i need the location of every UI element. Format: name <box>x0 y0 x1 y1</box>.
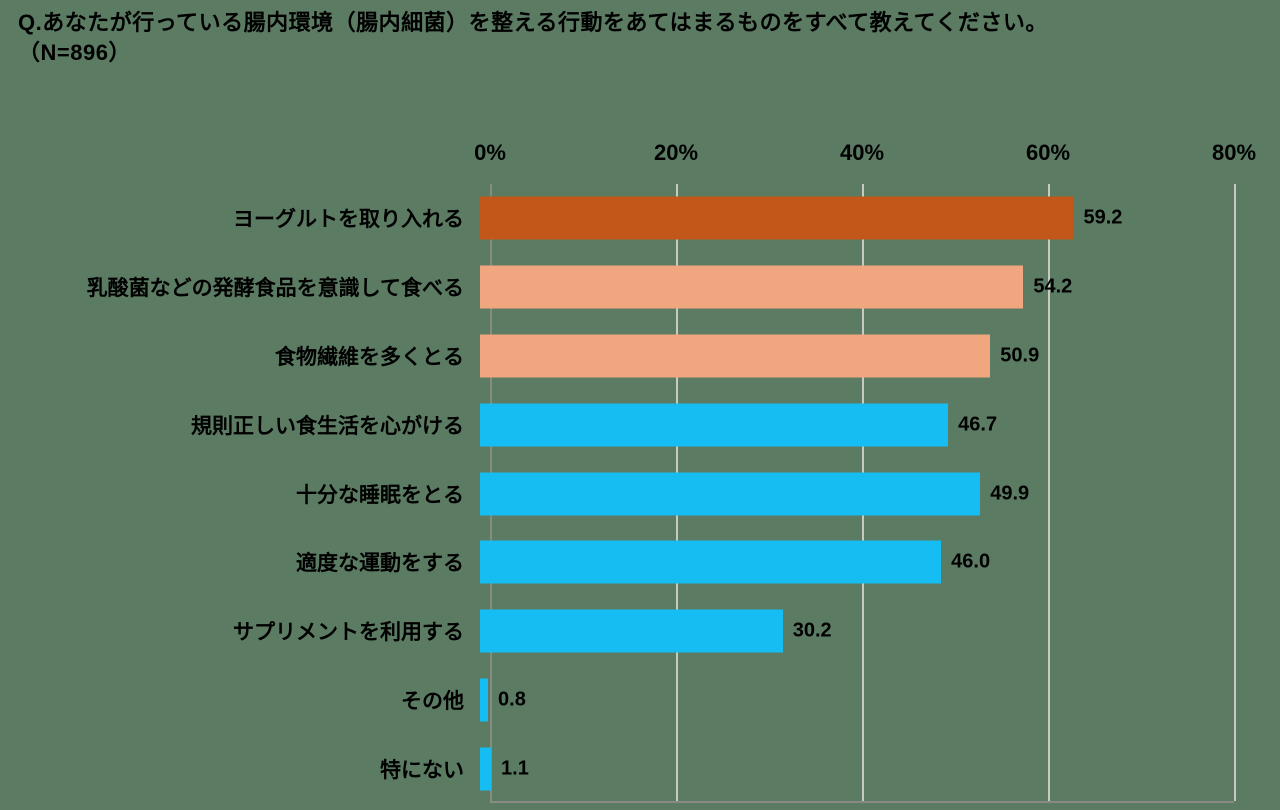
value-label: 0.8 <box>498 688 526 711</box>
bar-track: 46.0 <box>478 528 1280 597</box>
value-label: 46.0 <box>951 550 991 573</box>
x-tick-label: 20% <box>653 140 699 165</box>
bar <box>480 196 1074 240</box>
bar <box>480 265 1024 309</box>
category-label: 規則正しい食生活を心がける <box>191 414 464 438</box>
value-label: 49.9 <box>990 482 1030 505</box>
bar-row: ヨーグルトを取り入れる 59.2 <box>0 184 1280 253</box>
bar-row: 適度な運動をする 46.0 <box>0 528 1280 597</box>
bar-row: 十分な睡眠をとる 49.9 <box>0 459 1280 528</box>
x-tick-label: 60% <box>1025 140 1071 165</box>
bar <box>480 540 942 584</box>
value-label: 59.2 <box>1083 206 1123 229</box>
bar-row: その他 0.8 <box>0 665 1280 734</box>
bar-track: 1.1 <box>478 734 1280 803</box>
chart-title: Q.あなたが行っている腸内環境（腸内細菌）を整える行動をあてはまるものをすべて教… <box>18 8 1048 67</box>
category-label: 適度な運動をする <box>296 552 464 576</box>
chart-title-line2: （N=896） <box>18 39 131 65</box>
category-label: その他 <box>401 689 464 713</box>
bar-track: 46.7 <box>478 390 1280 459</box>
value-label: 46.7 <box>958 413 998 436</box>
bar-row: 食物繊維を多くとる 50.9 <box>0 322 1280 391</box>
bar-track: 0.8 <box>478 665 1280 734</box>
bar <box>480 609 783 653</box>
bar-track: 50.9 <box>478 322 1280 391</box>
category-label: 特にない <box>380 758 464 782</box>
x-tick-label: 80% <box>1211 140 1257 165</box>
category-label: 食物繊維を多くとる <box>275 345 464 369</box>
category-label: ヨーグルトを取り入れる <box>233 208 464 232</box>
bar <box>480 334 991 378</box>
gridline <box>1048 184 1050 801</box>
category-label: サプリメントを利用する <box>233 621 464 645</box>
value-label: 50.9 <box>1000 344 1040 367</box>
bar <box>480 403 949 447</box>
bar <box>480 747 492 791</box>
gridline <box>1234 184 1236 801</box>
bar-track: 30.2 <box>478 597 1280 666</box>
category-label: 十分な睡眠をとる <box>296 483 464 507</box>
bar-row: 規則正しい食生活を心がける 46.7 <box>0 390 1280 459</box>
bar-track: 54.2 <box>478 253 1280 322</box>
bar-track: 49.9 <box>478 459 1280 528</box>
chart-title-line1: Q.あなたが行っている腸内環境（腸内細菌）を整える行動をあてはまるものをすべて教… <box>18 10 1048 35</box>
bar <box>480 678 489 722</box>
value-label: 54.2 <box>1033 275 1073 298</box>
x-tick-label: 40% <box>839 140 885 165</box>
bar-track: 59.2 <box>478 184 1280 253</box>
bar-row: 特にない 1.1 <box>0 734 1280 803</box>
bar-rows: ヨーグルトを取り入れる 59.2 乳酸菌などの発酵食品を意識して食べる 54.2 食物繊… <box>0 184 1280 803</box>
value-label: 1.1 <box>501 757 529 780</box>
bar <box>480 472 981 516</box>
x-axis: 0% 20% 40% 60% 80% <box>0 140 1280 170</box>
category-label: 乳酸菌などの発酵食品を意識して食べる <box>86 277 464 301</box>
bar-row: サプリメントを利用する 30.2 <box>0 597 1280 666</box>
x-tick-label: 0% <box>474 140 506 165</box>
value-label: 30.2 <box>792 619 832 642</box>
bar-row: 乳酸菌などの発酵食品を意識して食べる 54.2 <box>0 253 1280 322</box>
